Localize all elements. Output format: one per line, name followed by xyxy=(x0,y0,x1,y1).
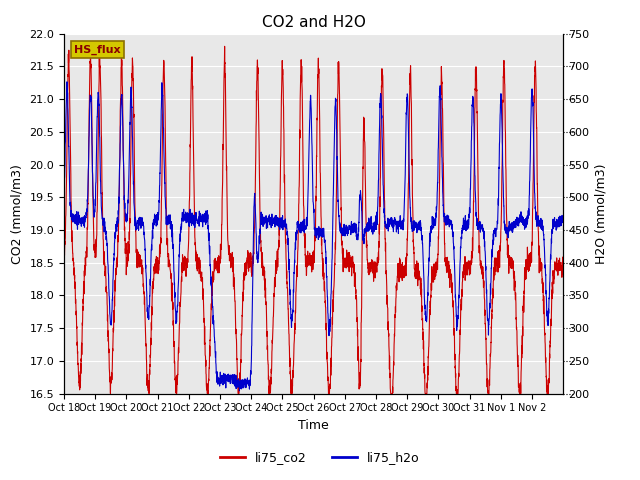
X-axis label: Time: Time xyxy=(298,419,329,432)
Y-axis label: H2O (mmol/m3): H2O (mmol/m3) xyxy=(595,163,608,264)
Y-axis label: CO2 (mmol/m3): CO2 (mmol/m3) xyxy=(11,164,24,264)
Legend: li75_co2, li75_h2o: li75_co2, li75_h2o xyxy=(215,446,425,469)
Text: HS_flux: HS_flux xyxy=(74,44,120,55)
Title: CO2 and H2O: CO2 and H2O xyxy=(262,15,365,30)
